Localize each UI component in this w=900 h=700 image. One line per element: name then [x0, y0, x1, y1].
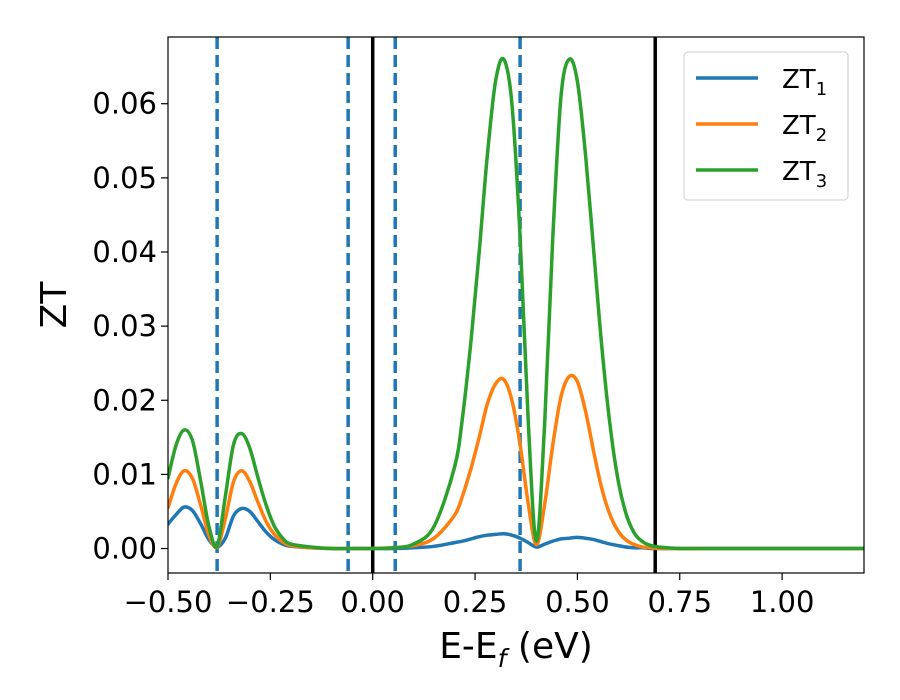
legend-label-zt2: ZT2: [782, 111, 827, 146]
y-tick-label: 0.06: [92, 87, 157, 121]
y-axis-title: ZT: [34, 281, 75, 329]
y-axis: 0.00 0.01 0.02 0.03 0.04 0.05 0.06: [92, 87, 168, 566]
legend-label-zt3: ZT3: [782, 157, 827, 192]
y-tick-label: 0.03: [92, 309, 157, 343]
x-tick-label: −0.25: [226, 585, 315, 619]
series-line-zt2: [168, 373, 864, 551]
series-line-zt3: [168, 56, 864, 551]
x-tick-label: 1.00: [750, 585, 815, 619]
x-axis-title: E-Ef (eV): [439, 626, 593, 673]
x-tick-label: 0.75: [647, 585, 712, 619]
x-tick-label: 0.25: [443, 585, 508, 619]
reference-lines: [215, 37, 657, 573]
x-tick-label: 0.50: [545, 585, 610, 619]
legend-label-zt1: ZT1: [782, 65, 827, 100]
x-tick-label: −0.50: [124, 585, 213, 619]
y-tick-label: 0.02: [92, 383, 157, 417]
y-tick-label: 0.04: [92, 235, 157, 269]
y-tick-label: 0.05: [92, 161, 157, 195]
plot-frame: [167, 36, 865, 574]
series-line-zt1: [168, 505, 864, 551]
x-tick-label: 0.00: [340, 585, 405, 619]
y-tick-label: 0.00: [92, 532, 157, 566]
x-axis: −0.50 −0.25 0.00 0.25 0.50 0.75 1.00: [124, 573, 815, 619]
series-layer: [168, 56, 864, 551]
y-tick-label: 0.01: [92, 457, 157, 491]
legend-box: [683, 51, 849, 201]
legend: ZT1 ZT2 ZT3: [683, 51, 849, 201]
